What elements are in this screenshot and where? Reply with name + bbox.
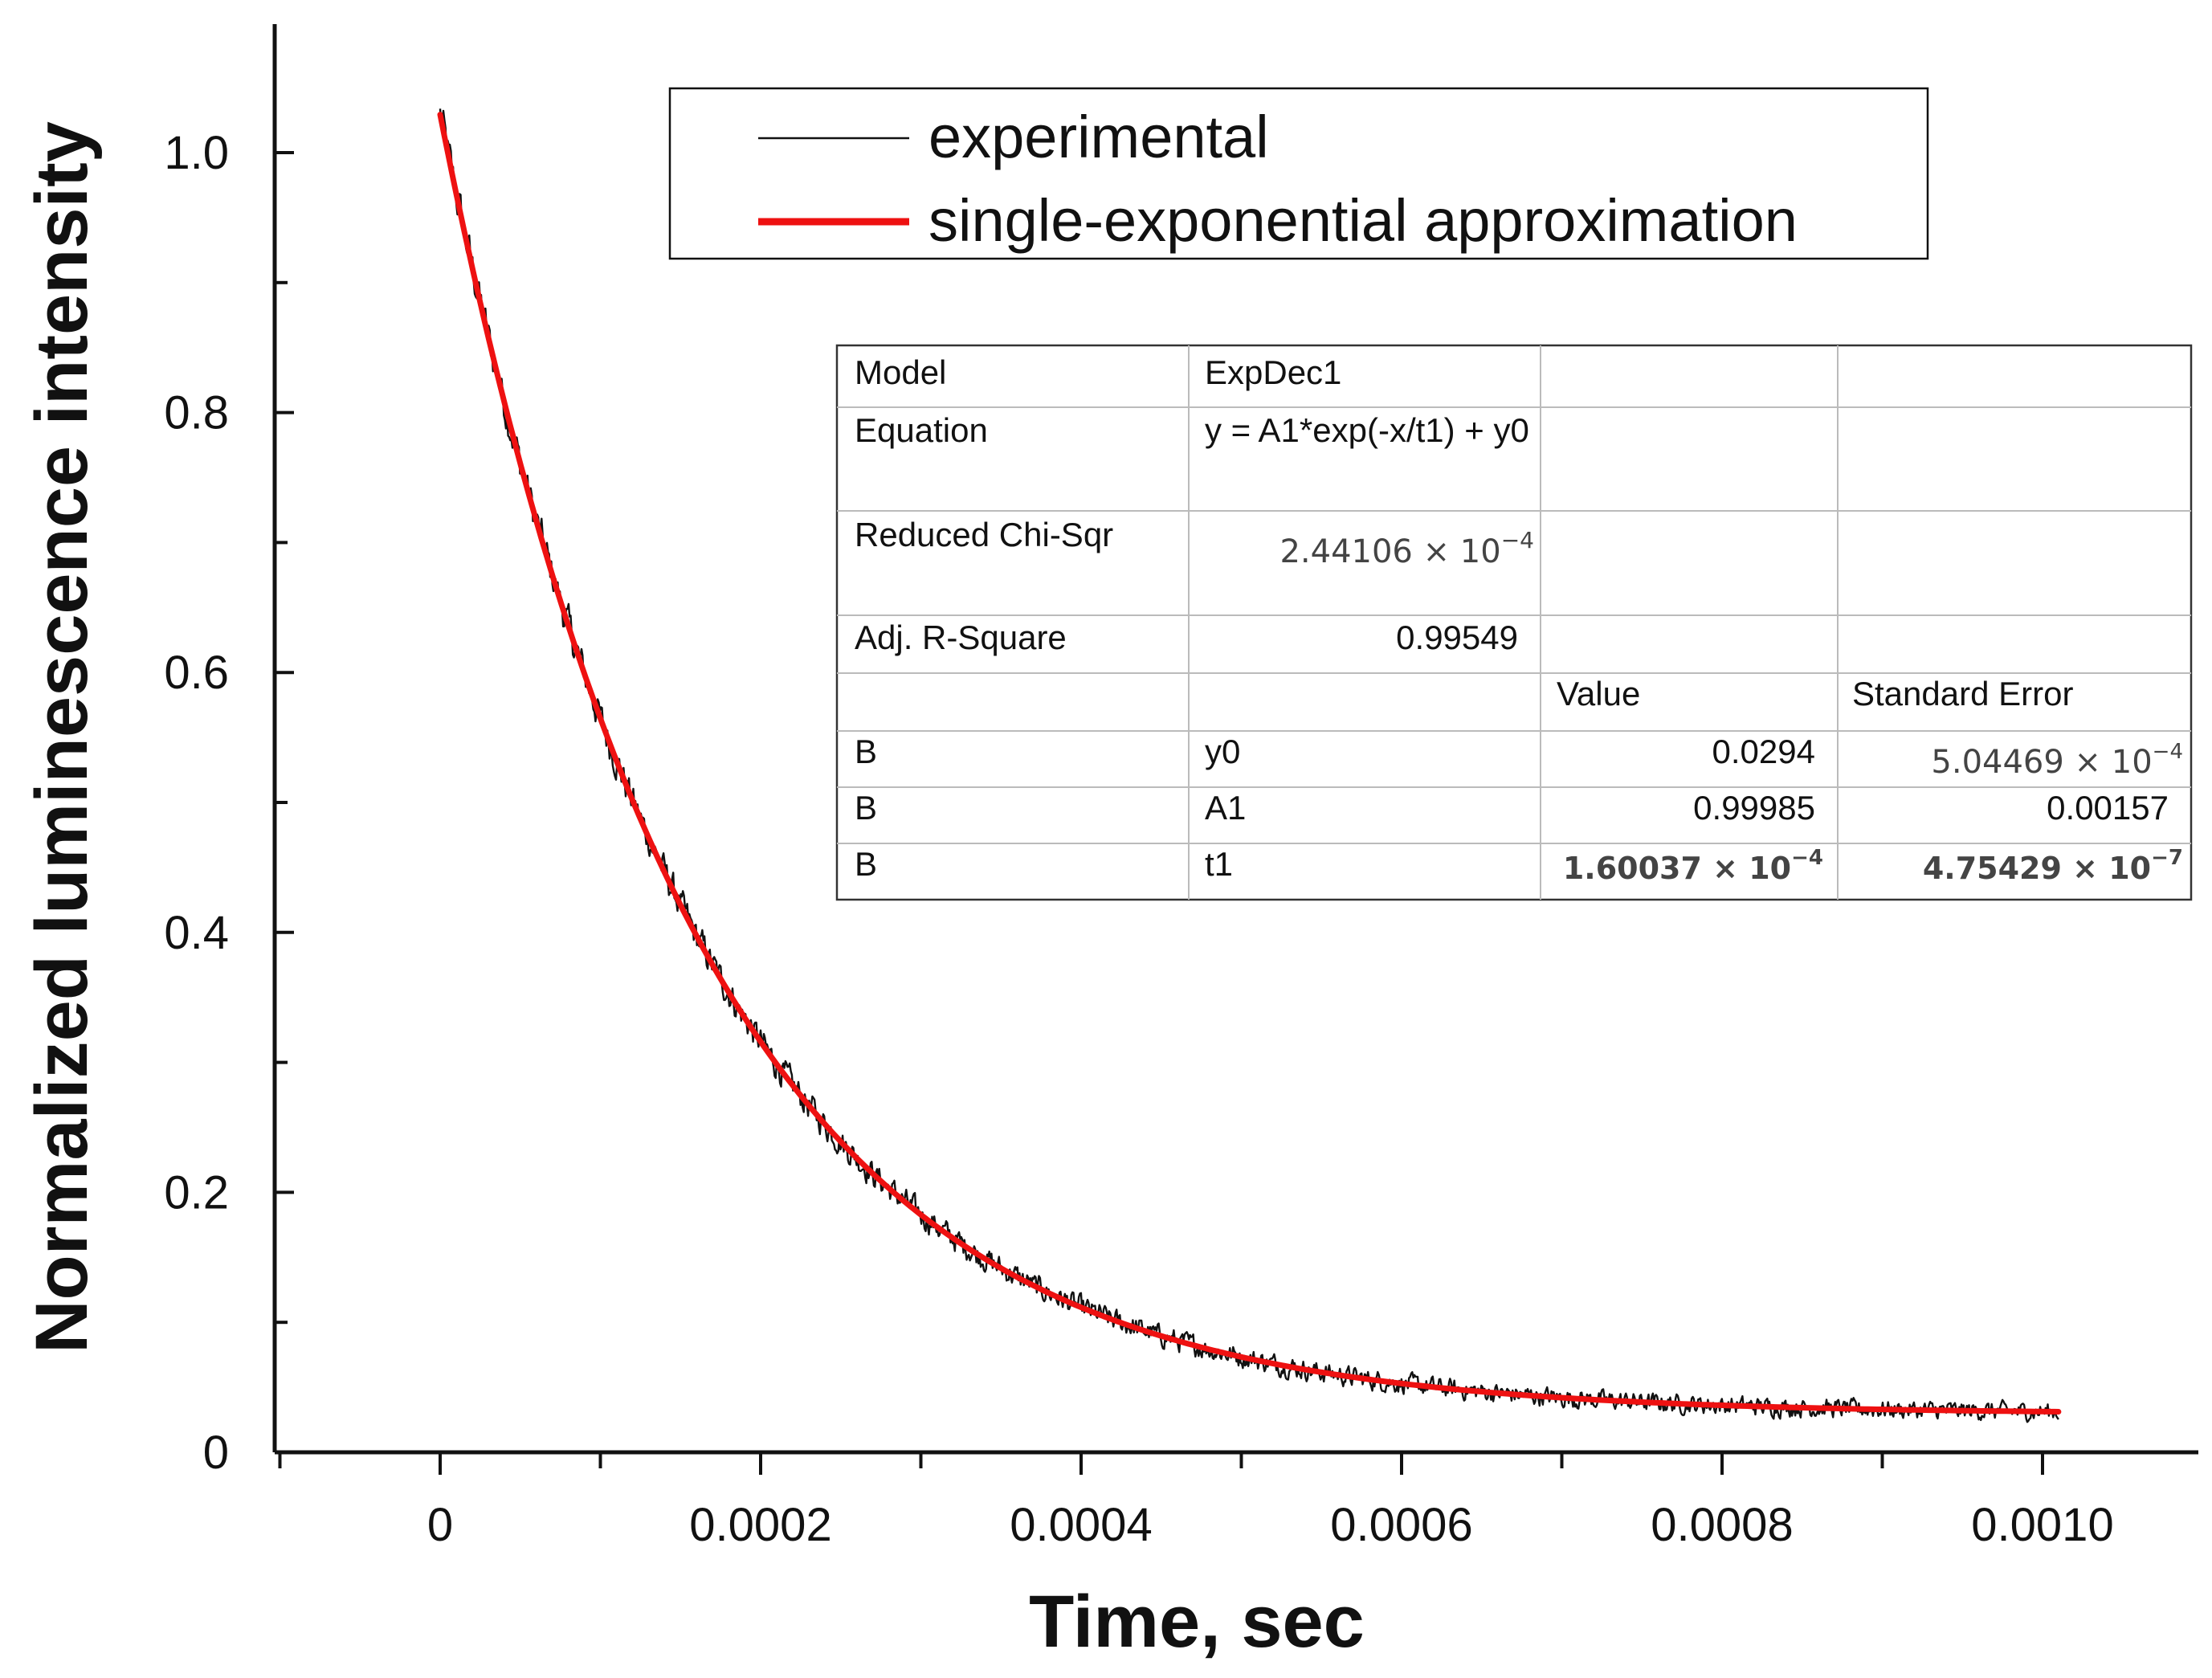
table-header-value: Value (1557, 675, 1640, 712)
y-tick-label: 0.8 (164, 387, 229, 439)
fit-table: Model ExpDec1 Equation y = A1*exp(-x/t1)… (835, 344, 2193, 901)
param-value-t1: 1.60037 × 10−4 (1563, 846, 1823, 886)
table-value-adj-r-square: 0.99549 (1396, 619, 1518, 656)
y-tick-label: 0.4 (164, 907, 229, 959)
x-tick-label: 0.0010 (1971, 1499, 2113, 1551)
param-name-a1: A1 (1205, 789, 1246, 827)
legend-label-experimental: experimental (928, 104, 1269, 170)
param-group-t1: B (855, 845, 877, 883)
x-tick-label: 0 (427, 1499, 453, 1551)
table-header-error: Standard Error (1852, 675, 2073, 712)
param-name-y0: y0 (1205, 733, 1240, 770)
legend: experimental single-exponential approxim… (668, 87, 1929, 260)
table-value-chisqr: 2.44106 × 10−4 (1279, 527, 1534, 570)
table-label-chisqr: Reduced Chi-Sqr (855, 516, 1113, 553)
legend-label-fit: single-exponential approximation (928, 187, 1798, 254)
param-group-a1: B (855, 789, 877, 827)
y-ticks: 0 0.2 0.4 0.6 0.8 1.0 (164, 127, 294, 1479)
legend-box (668, 87, 1929, 260)
t1-value-mantissa: 1.60037 × 10 (1563, 851, 1791, 886)
x-axis-title: Time, sec (1029, 1581, 1365, 1663)
x-tick-label: 0.0002 (689, 1499, 831, 1551)
table-label-model: Model (855, 353, 946, 391)
param-error-a1: 0.00157 (2047, 789, 2169, 827)
t1-error-exponent: −7 (2151, 846, 2183, 870)
param-value-y0: 0.0294 (1712, 733, 1815, 770)
table-label-equation: Equation (855, 411, 988, 449)
series-layer (437, 108, 2062, 1423)
chisqr-mantissa: 2.44106 × 10 (1279, 533, 1500, 570)
y-tick-label: 1.0 (164, 127, 229, 179)
t1-value-exponent: −4 (1791, 846, 1823, 870)
table-label-adj-r-square: Adj. R-Square (855, 619, 1067, 656)
y-axis-title: Normalized luminescence intensity (21, 121, 103, 1353)
t1-error-mantissa: 4.75429 × 10 (1923, 851, 2151, 886)
param-name-t1: t1 (1205, 845, 1233, 883)
axes (272, 24, 2198, 1455)
chisqr-exponent: −4 (1501, 527, 1534, 553)
fit-table-frame (835, 344, 2193, 901)
y0-error-exponent: −4 (2153, 740, 2183, 764)
y-tick-label: 0.2 (164, 1166, 229, 1219)
table-value-model: ExpDec1 (1205, 353, 1341, 391)
x-ticks: 0 0.0002 0.0004 0.0006 0.0008 0.0010 (278, 1452, 2114, 1551)
y-tick-label: 0 (203, 1427, 229, 1479)
param-error-y0: 5.04469 × 10−4 (1931, 740, 2183, 781)
y-tick-label: 0.6 (164, 647, 229, 699)
y0-error-mantissa: 5.04469 × 10 (1931, 744, 2152, 781)
fit-table-grid (837, 345, 2191, 900)
param-value-a1: 0.99985 (1693, 789, 1815, 827)
x-tick-label: 0.0008 (1651, 1499, 1793, 1551)
param-error-t1: 4.75429 × 10−7 (1923, 846, 2183, 886)
table-value-equation: y = A1*exp(-x/t1) + y0 (1205, 411, 1529, 449)
param-group-y0: B (855, 733, 877, 770)
x-tick-label: 0.0006 (1330, 1499, 1472, 1551)
x-tick-label: 0.0004 (1010, 1499, 1152, 1551)
series-fit-line (437, 112, 2062, 1415)
